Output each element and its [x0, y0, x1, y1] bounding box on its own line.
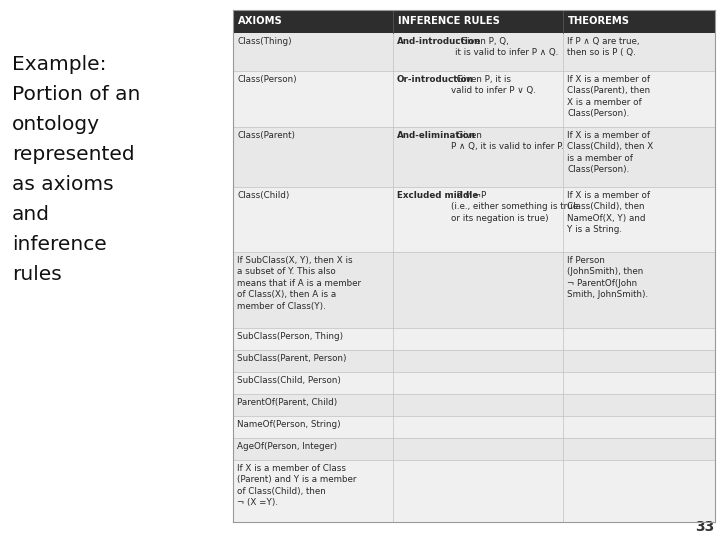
Bar — [233, 252, 715, 328]
Text: And-elimination: And-elimination — [397, 131, 476, 140]
Bar — [233, 460, 715, 522]
Text: SubClass(Person, Thing): SubClass(Person, Thing) — [237, 332, 343, 341]
Bar — [233, 10, 715, 33]
Text: inference: inference — [12, 235, 107, 254]
Text: as axioms: as axioms — [12, 175, 114, 194]
Text: If X is a member of
Class(Child), then
NameOf(X, Y) and
Y is a String.: If X is a member of Class(Child), then N… — [567, 191, 650, 234]
Text: THEOREMS: THEOREMS — [568, 17, 630, 26]
Text: ParentOf(Parent, Child): ParentOf(Parent, Child) — [237, 398, 337, 407]
Text: If SubClass(X, Y), then X is
a subset of Y. This also
means that if A is a membe: If SubClass(X, Y), then X is a subset of… — [237, 256, 361, 311]
Text: Or-introduction: Or-introduction — [397, 75, 474, 84]
Text: Portion of an: Portion of an — [12, 85, 140, 104]
Text: Class(Parent): Class(Parent) — [237, 131, 295, 140]
Bar — [233, 328, 715, 350]
Bar — [233, 187, 715, 252]
Text: represented: represented — [12, 145, 135, 164]
Text: If X is a member of Class
(Parent) and Y is a member
of Class(Child), then
¬ (X : If X is a member of Class (Parent) and Y… — [237, 464, 356, 508]
Text: If X is a member of
Class(Child), then X
is a member of
Class(Person).: If X is a member of Class(Child), then X… — [567, 131, 653, 174]
Text: Excluded middle: Excluded middle — [397, 191, 478, 200]
Text: : Given
P ∧ Q, it is valid to infer P.: : Given P ∧ Q, it is valid to infer P. — [451, 131, 564, 151]
Bar — [233, 438, 715, 460]
Bar — [233, 394, 715, 416]
Bar — [233, 350, 715, 372]
Text: Example:: Example: — [12, 55, 107, 74]
Bar — [233, 416, 715, 438]
Text: AXIOMS: AXIOMS — [238, 17, 283, 26]
Text: 33: 33 — [695, 520, 714, 534]
Bar — [233, 33, 715, 71]
Text: : Given P, Q,
it is valid to infer P ∧ Q.: : Given P, Q, it is valid to infer P ∧ Q… — [455, 37, 558, 57]
Text: : Given P, it is
valid to infer P ∨ Q.: : Given P, it is valid to infer P ∨ Q. — [451, 75, 536, 96]
Text: INFERENCE RULES: INFERENCE RULES — [398, 17, 500, 26]
Text: Class(Child): Class(Child) — [237, 191, 289, 200]
Text: Class(Thing): Class(Thing) — [237, 37, 292, 46]
Text: NameOf(Person, String): NameOf(Person, String) — [237, 420, 341, 429]
Text: AgeOf(Person, Integer): AgeOf(Person, Integer) — [237, 442, 337, 451]
Bar — [233, 127, 715, 187]
Text: : P ∨ ¬P
(i.e., either something is true
or its negation is true): : P ∨ ¬P (i.e., either something is true… — [451, 191, 578, 223]
Text: and: and — [12, 205, 50, 224]
Text: And-introduction: And-introduction — [397, 37, 481, 46]
Text: SubClass(Parent, Person): SubClass(Parent, Person) — [237, 354, 346, 363]
Text: rules: rules — [12, 265, 62, 284]
Text: If X is a member of
Class(Parent), then
X is a member of
Class(Person).: If X is a member of Class(Parent), then … — [567, 75, 650, 118]
Text: If P ∧ Q are true,
then so is P ( Q.: If P ∧ Q are true, then so is P ( Q. — [567, 37, 639, 57]
Text: ontology: ontology — [12, 115, 100, 134]
Text: Class(Person): Class(Person) — [237, 75, 297, 84]
Bar — [233, 372, 715, 394]
Text: SubClass(Child, Person): SubClass(Child, Person) — [237, 376, 341, 385]
Text: If Person
(JohnSmith), then
¬ ParentOf(John
Smith, JohnSmith).: If Person (JohnSmith), then ¬ ParentOf(J… — [567, 256, 648, 299]
Bar — [233, 71, 715, 127]
